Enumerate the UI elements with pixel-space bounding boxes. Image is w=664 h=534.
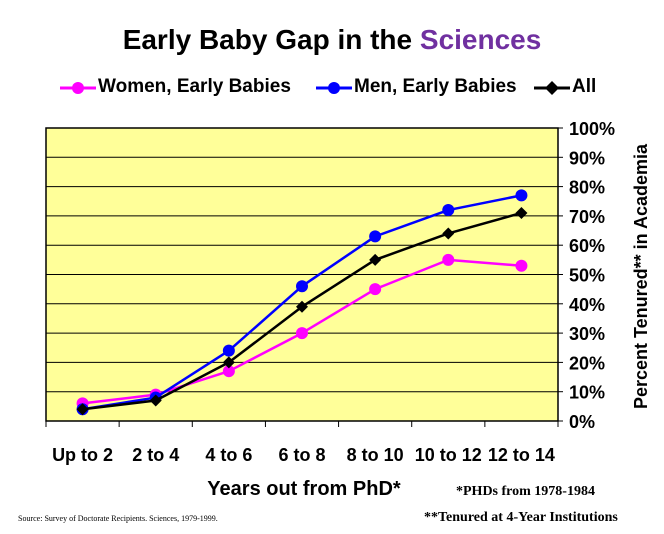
series-1-point-3 <box>296 280 308 293</box>
series-1-point-4 <box>369 230 382 243</box>
legend-marker-all <box>534 81 570 95</box>
series-0-point-3 <box>296 327 308 340</box>
series-layer <box>76 189 528 416</box>
series-2-point-4 <box>369 253 382 266</box>
series-2-point-5 <box>442 227 455 240</box>
y-tick-label-2: 20% <box>569 353 605 373</box>
series-2-point-2 <box>222 356 235 369</box>
source-note: Source: Survey of Doctorate Recipients. … <box>18 514 218 523</box>
x-tick-label-5: 10 to 12 <box>415 445 482 465</box>
series-0-point-5 <box>442 253 455 266</box>
series-0-point-2 <box>222 365 235 378</box>
x-tick-label-6: 12 to 14 <box>488 445 555 465</box>
y-tick-label-8: 80% <box>569 178 605 198</box>
x-tick-label-3: 6 to 8 <box>278 445 325 465</box>
footnote-phds: *PHDs from 1978-1984 <box>456 484 595 499</box>
y-tick-label-7: 70% <box>569 207 605 227</box>
legend-label-all: All <box>572 76 597 97</box>
y-tick-label-5: 50% <box>569 266 605 286</box>
series-2-point-3 <box>296 300 308 313</box>
chart-title: Early Baby Gap in the Sciences <box>0 24 664 56</box>
x-tick-label-4: 8 to 10 <box>347 445 404 465</box>
footnote-tenured: **Tenured at 4-Year Institutions <box>424 510 618 525</box>
series-1-point-6 <box>515 189 528 202</box>
x-axis-title: Years out from PhD* <box>207 478 401 500</box>
y-tick-label-9: 90% <box>569 148 605 168</box>
series-0-point-4 <box>369 283 382 296</box>
series-2-point-0 <box>76 403 89 416</box>
chart-title-accent: Sciences <box>419 24 542 55</box>
y-tick-label-3: 30% <box>569 324 605 344</box>
series-0-point-6 <box>515 259 528 272</box>
series-1-point-5 <box>442 204 455 217</box>
legend-label-women: Women, Early Babies <box>98 76 291 97</box>
x-tick-label-0: Up to 2 <box>52 445 113 465</box>
chart-title-main: Early Baby Gap in the <box>122 24 420 55</box>
legend-label-men: Men, Early Babies <box>354 76 517 97</box>
series-2-point-6 <box>515 206 528 219</box>
y-tick-label-4: 40% <box>569 295 605 315</box>
y-tick-label-10: 100% <box>569 119 615 139</box>
tick-labels: 0% 10% 20% 30% 40% 50% 60% 70% 80% 90% 100% Up to 2… <box>52 119 651 465</box>
y-tick-label-1: 10% <box>569 383 605 403</box>
y-tick-label-0: 0% <box>569 412 595 432</box>
x-tick-label-2: 4 to 6 <box>205 445 252 465</box>
series-2-point-1 <box>149 394 162 407</box>
series-1-point-2 <box>222 344 235 357</box>
y-axis-title: Percent Tenured** in Academia <box>631 143 651 409</box>
y-tick-label-6: 60% <box>569 236 605 256</box>
legend-marker-women <box>60 82 96 94</box>
legend-marker-men <box>316 82 352 94</box>
plot-frame <box>45 127 559 422</box>
x-tick-label-1: 2 to 4 <box>132 445 179 465</box>
axes <box>45 127 563 427</box>
